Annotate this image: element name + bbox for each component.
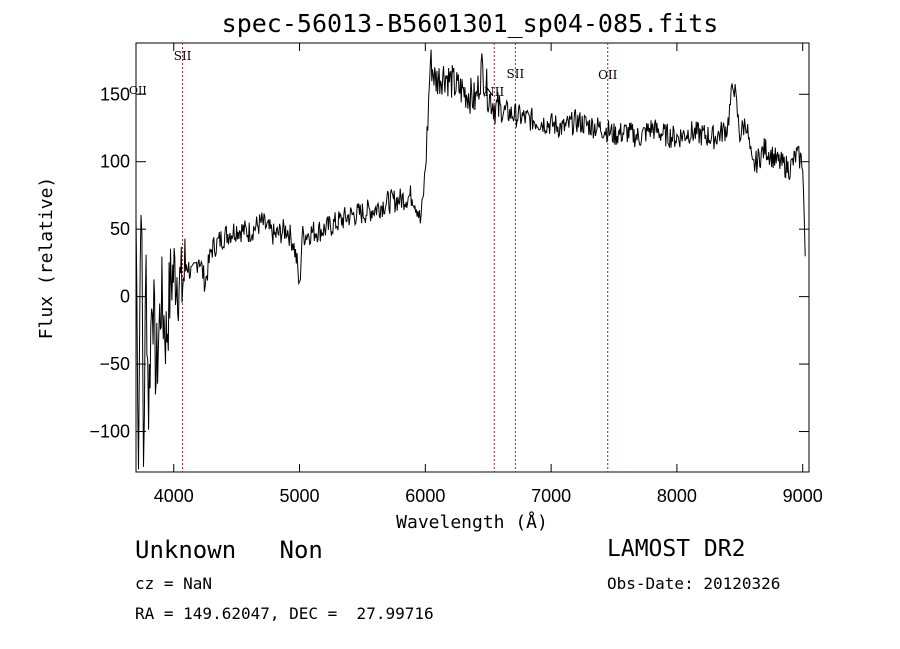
x-axis-ticks: 4000 5000 6000 7000 8000 9000 [154, 43, 823, 506]
object-class: Unknown Non [135, 536, 323, 564]
object-class-value: Unknown [135, 536, 237, 564]
x-tick-label: 9000 [783, 486, 823, 506]
emission-line-label: SII [507, 67, 525, 81]
redshift-label: cz = NaN [135, 574, 213, 593]
x-tick-label: 7000 [531, 486, 571, 506]
coordinates-label: RA = 149.62047, DEC = 27.99716 [135, 604, 434, 623]
y-tick-label: −100 [89, 422, 130, 442]
y-axis-label: Flux (relative) [36, 177, 57, 340]
y-tick-label: 0 [120, 287, 130, 307]
y-tick-label: 100 [100, 152, 130, 172]
obs-date-label: Obs-Date: 20120326 [607, 574, 781, 593]
y-axis-ticks: −100 −50 0 50 100 150 [89, 84, 809, 442]
corner-line-label: OII [129, 84, 147, 97]
x-axis-label: Wavelength (Å) [396, 511, 548, 533]
emission-line-label: SII [174, 49, 192, 63]
spectrum-line [135, 49, 806, 470]
chart-title: spec-56013-B5601301_sp04-085.fits [222, 9, 719, 38]
y-tick-label: 50 [110, 219, 130, 239]
survey-label: LAMOST DR2 [607, 536, 746, 562]
y-tick-label: 150 [100, 84, 130, 104]
emission-line-label: OII [598, 68, 618, 82]
x-tick-label: 6000 [405, 486, 445, 506]
object-subclass-value: Non [279, 536, 323, 564]
x-tick-label: 4000 [154, 486, 194, 506]
x-tick-label: 8000 [657, 486, 697, 506]
y-tick-label: −50 [99, 354, 130, 374]
x-tick-label: 5000 [280, 486, 320, 506]
